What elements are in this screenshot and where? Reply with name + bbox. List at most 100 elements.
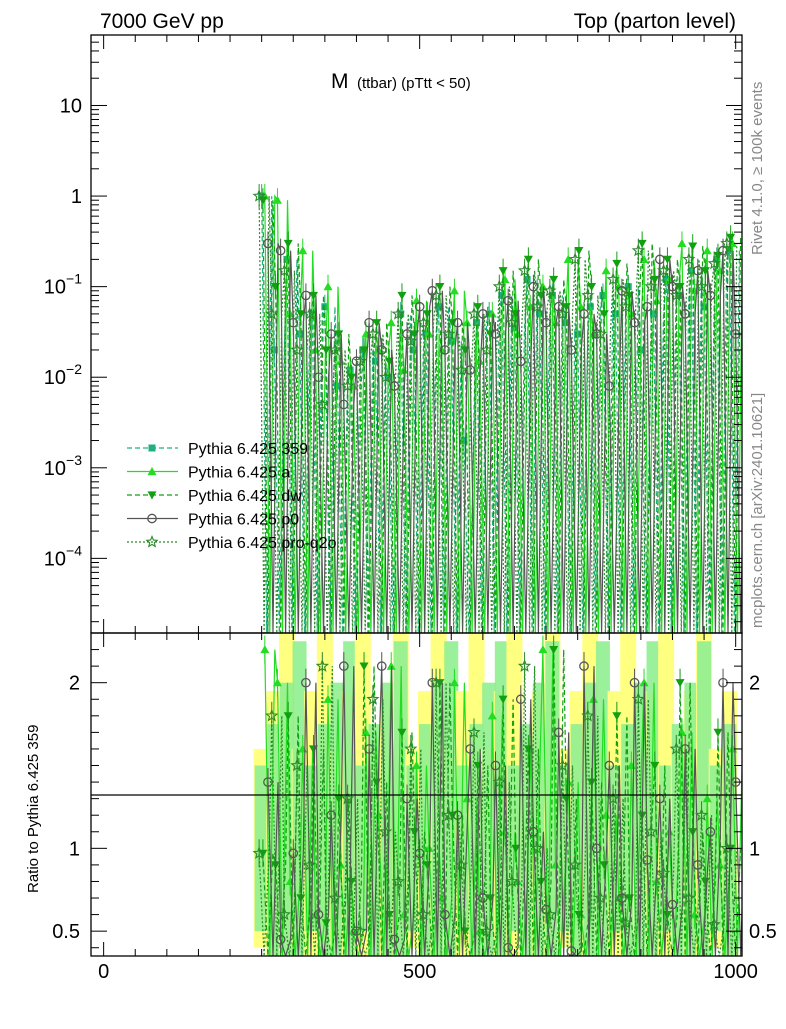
ratio-point	[700, 877, 710, 886]
ratio-point	[346, 877, 356, 886]
ratio-point	[283, 712, 293, 721]
ratio-point	[290, 758, 304, 772]
data-point	[601, 266, 611, 275]
ratio-point	[478, 893, 488, 903]
data-point	[298, 246, 308, 255]
header-right: Top (parton level)	[574, 10, 736, 33]
ratio-point	[275, 934, 286, 945]
mcplots-label: mcplots.cern.ch [arXiv:2401.10621]	[749, 393, 766, 628]
ratio-series-2	[258, 635, 742, 956]
series-4	[252, 184, 738, 633]
ratio-point	[366, 692, 380, 705]
data-point	[473, 303, 483, 312]
data-point	[692, 265, 703, 276]
data-point	[435, 303, 443, 311]
data-point	[467, 306, 481, 320]
ratio-point	[326, 810, 337, 821]
ratio-point	[404, 741, 418, 755]
y-tick-exp: −3	[66, 452, 82, 468]
data-point	[490, 329, 501, 339]
data-point	[606, 272, 620, 286]
ratio-point	[412, 761, 421, 770]
ratio-point	[467, 725, 481, 738]
data-point	[485, 310, 493, 318]
legend-label: Pythia 6.425 p0	[188, 512, 299, 529]
legend-item: Pythia 6.425 p0	[127, 512, 299, 529]
ratio-point	[619, 915, 633, 929]
y-tick-base: 10	[44, 548, 66, 570]
ratio-point	[303, 857, 317, 871]
data-point	[492, 279, 506, 293]
ratio-point	[414, 848, 425, 859]
data-point	[720, 236, 734, 250]
data-point	[308, 291, 318, 300]
ratio-point	[252, 846, 266, 860]
ratio-point	[341, 791, 355, 805]
ratio-point	[601, 810, 611, 819]
ratio-point	[581, 708, 595, 722]
ratio-tick-label-right: 1	[749, 838, 760, 860]
data-point	[568, 252, 582, 266]
legend-marker	[145, 534, 159, 548]
y-tick-exp: −1	[66, 271, 82, 287]
data-point	[688, 242, 698, 251]
ratio-point	[530, 841, 544, 855]
ratio-point	[538, 645, 548, 654]
data-point	[435, 283, 445, 292]
ratio-point	[374, 810, 384, 819]
data-point	[498, 267, 508, 276]
ratio-point	[707, 917, 721, 931]
data-point	[460, 437, 468, 445]
ratio-point	[462, 794, 472, 803]
data-point	[475, 356, 485, 365]
ratio-tick-label-right: 0.5	[749, 921, 777, 943]
ratio-frame	[90, 632, 743, 957]
data-point	[515, 356, 526, 367]
data-point	[340, 378, 355, 392]
ratio-series-4	[252, 652, 738, 956]
data-point	[593, 326, 608, 340]
ratio-point	[511, 844, 521, 853]
data-point	[263, 238, 273, 249]
data-point	[442, 326, 456, 340]
ratio-point	[263, 777, 273, 787]
data-point	[359, 346, 369, 355]
legend-marker	[147, 491, 157, 500]
data-point	[637, 239, 647, 248]
ratio-point	[631, 692, 646, 705]
data-point	[503, 295, 513, 306]
ratio-point	[612, 712, 622, 721]
ratio-point	[442, 808, 456, 821]
y-tick-label: 10−2	[44, 361, 82, 389]
ratio-point	[702, 794, 712, 803]
ratio-point	[353, 924, 367, 937]
legend-label: Pythia 6.425 pro-q2o	[188, 535, 337, 552]
ratio-point	[579, 661, 589, 671]
ratio-point	[376, 661, 387, 671]
data-point	[700, 267, 710, 276]
rivet-label: Rivet 4.1.0, ≥ 100k events	[749, 82, 766, 255]
data-point	[353, 354, 367, 367]
data-point	[631, 243, 646, 257]
x-tick-label: 500	[403, 961, 436, 983]
ratio-point	[301, 677, 311, 688]
ratio-point	[694, 808, 709, 821]
plot-title-main: M	[331, 70, 349, 93]
legend-item: Pythia 6.425 dw	[127, 488, 302, 505]
legend-item: Pythia 6.425 pro-q2o	[127, 534, 337, 552]
data-point	[447, 337, 455, 345]
data-point	[290, 342, 304, 356]
ratio-point	[487, 711, 497, 720]
ratio-point	[505, 874, 519, 888]
y-tick-label: 10−3	[44, 452, 82, 480]
ratio-point	[657, 866, 671, 879]
data-point	[599, 310, 609, 319]
ratio-tick-label-left: 0.5	[52, 921, 80, 943]
series-line	[262, 200, 742, 633]
data-point	[389, 381, 400, 391]
ratio-point	[348, 926, 358, 935]
ratio-point	[561, 795, 571, 804]
data-point	[576, 302, 586, 311]
